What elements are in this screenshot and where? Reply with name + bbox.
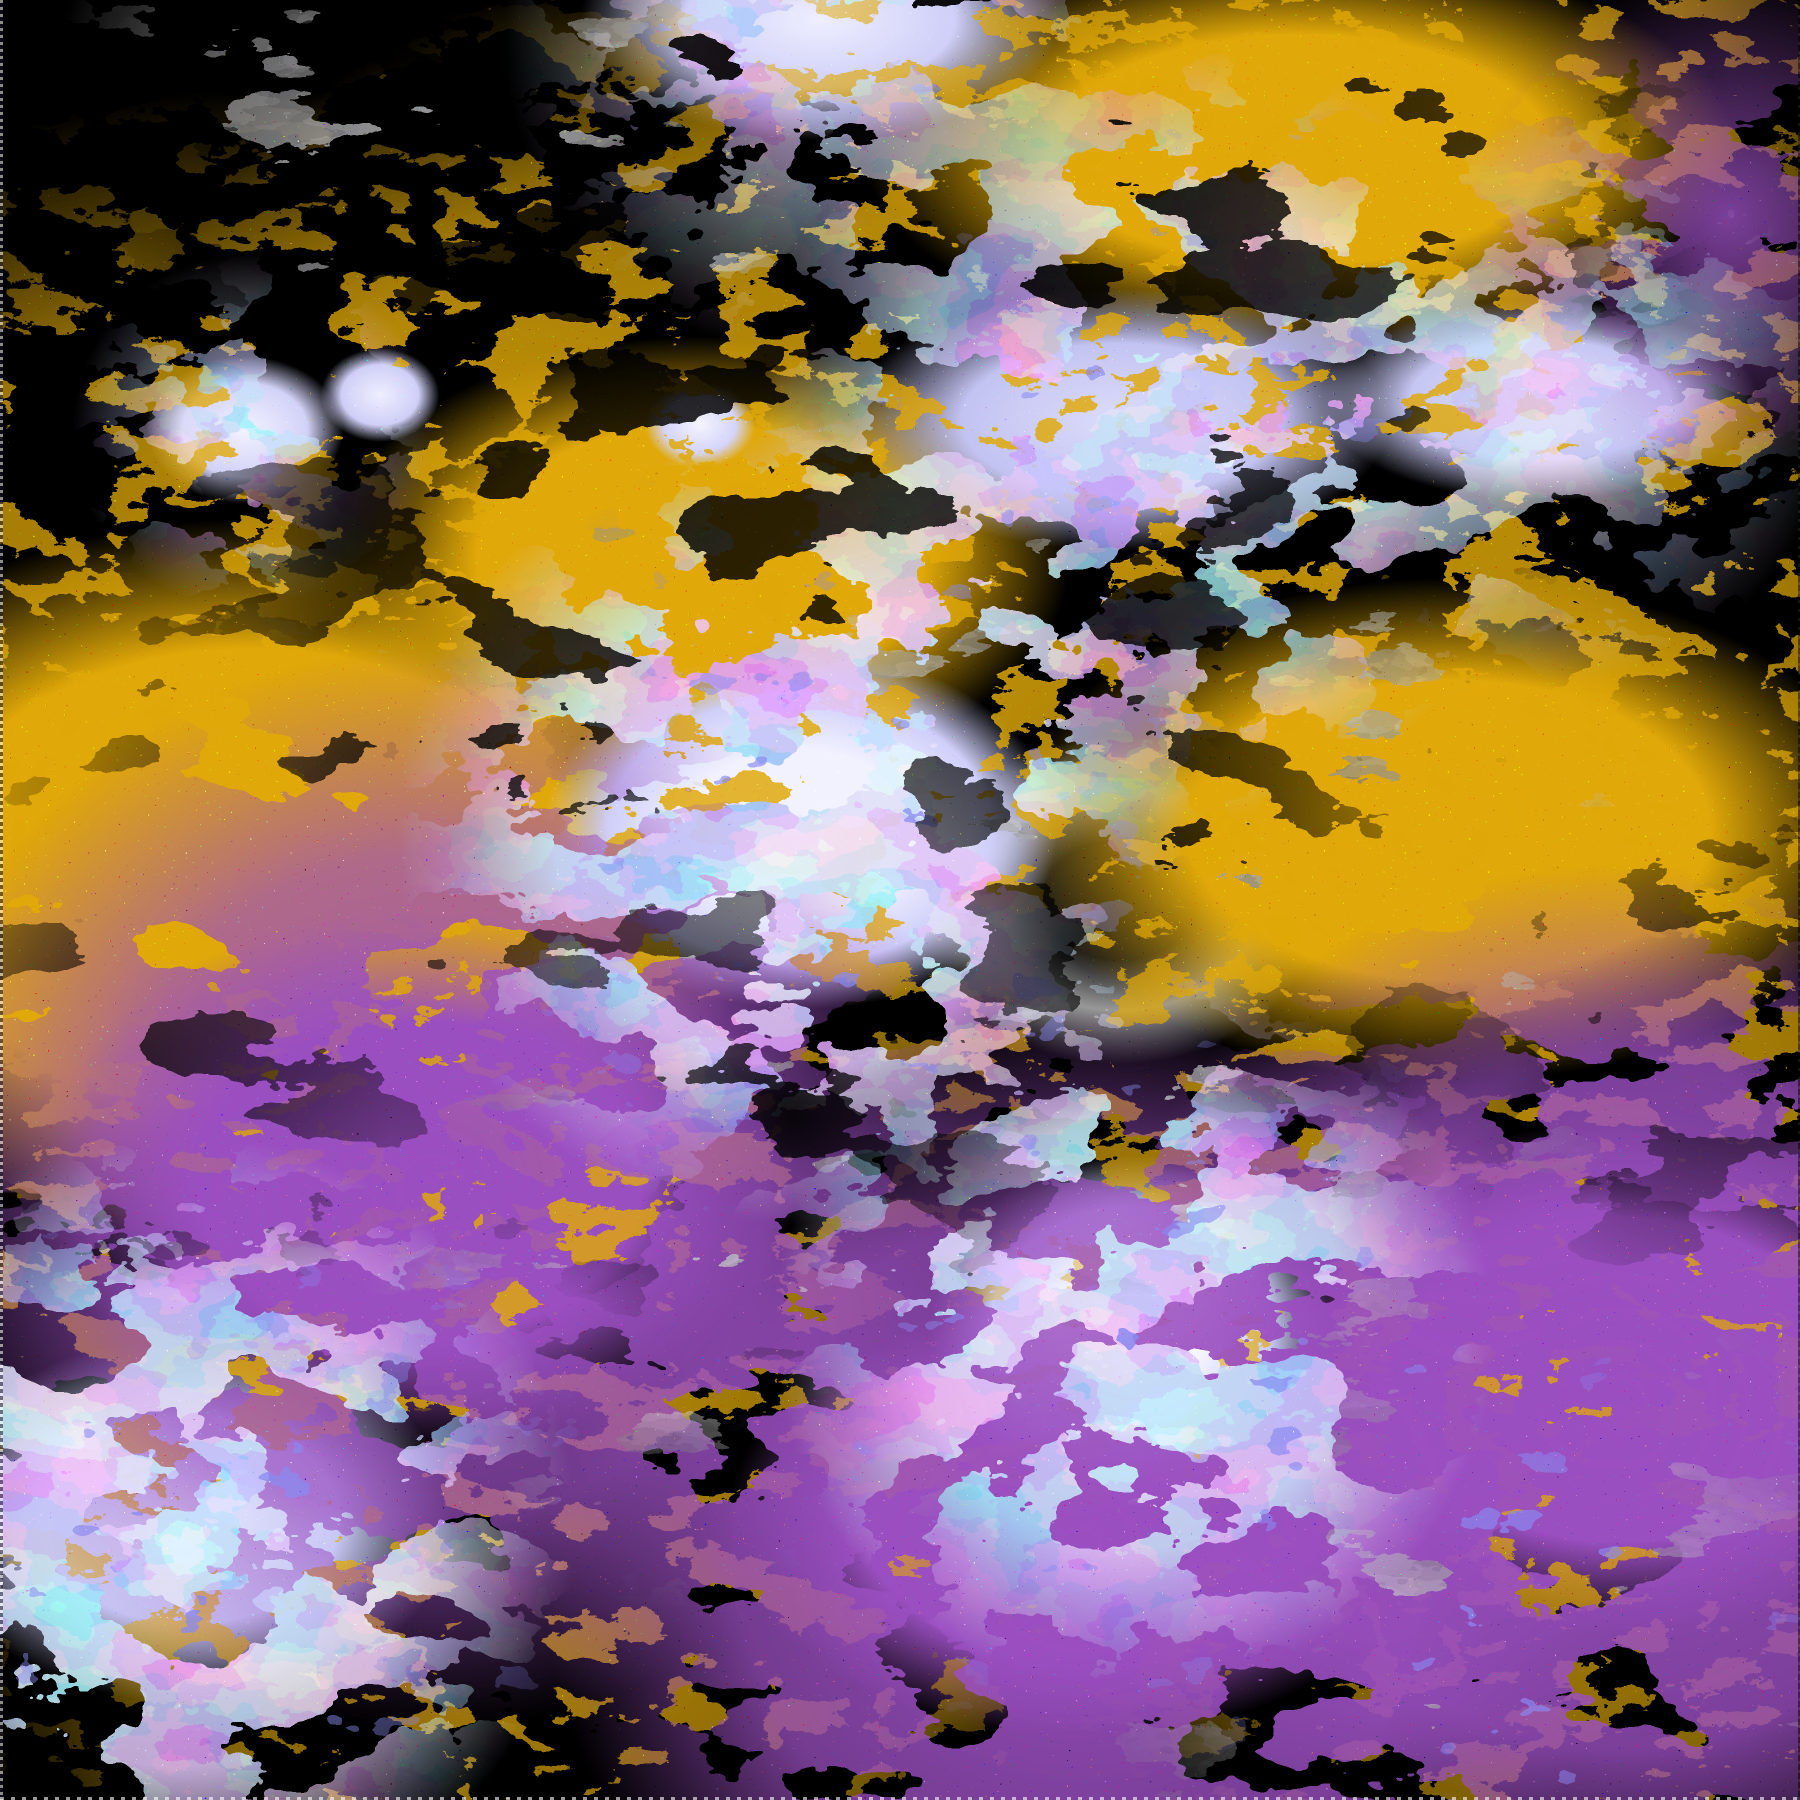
- right-edge-artifact: [1798, 0, 1800, 1800]
- bottom-edge-artifact: [0, 1797, 1800, 1800]
- left-edge-artifact: [0, 0, 3, 1800]
